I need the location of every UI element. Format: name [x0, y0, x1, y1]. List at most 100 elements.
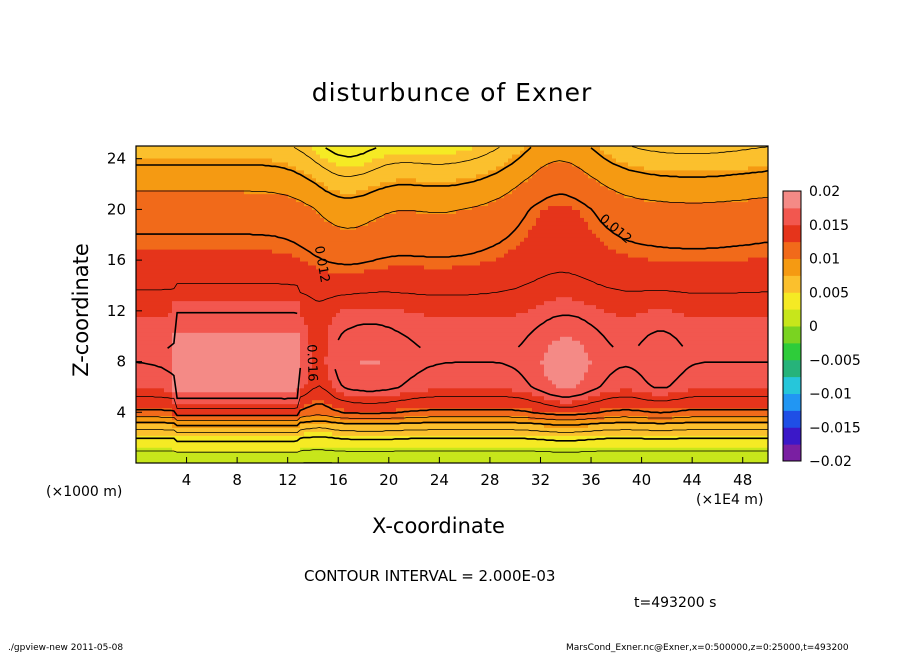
field-cell [372, 375, 377, 381]
field-cell [376, 189, 381, 195]
field-cell [216, 157, 221, 163]
field-cell [284, 399, 289, 405]
field-cell [140, 272, 145, 278]
field-cell [360, 447, 365, 452]
field-cell [344, 427, 349, 432]
field-cell [292, 359, 297, 365]
field-cell [316, 153, 321, 159]
field-cell [256, 300, 261, 306]
field-cell [272, 225, 277, 230]
field-cell [148, 443, 153, 448]
field-cell [156, 391, 161, 397]
field-cell [332, 383, 337, 389]
field-cell [376, 427, 381, 432]
field-cell [252, 340, 257, 345]
field-cell [272, 169, 277, 175]
field-cell [380, 272, 385, 278]
field-cell [196, 419, 201, 424]
field-cell [268, 435, 273, 440]
field-cell [184, 185, 189, 191]
field-cell [252, 272, 257, 278]
field-cell [232, 340, 237, 345]
field-cell [300, 443, 305, 448]
field-cell [164, 292, 169, 298]
field-cell [320, 217, 325, 222]
field-cell [172, 217, 177, 222]
field-cell [336, 233, 341, 238]
field-cell [204, 387, 209, 393]
field-cell [164, 280, 169, 286]
field-cell [264, 399, 269, 405]
field-cell [180, 431, 185, 436]
field-cell [284, 407, 289, 413]
field-cell [220, 320, 225, 325]
field-cell [176, 264, 181, 270]
field-cell [252, 264, 257, 270]
field-cell [376, 181, 381, 187]
field-cell [372, 181, 377, 187]
field-cell [152, 316, 157, 321]
field-cell [344, 256, 349, 262]
field-cell [264, 225, 269, 230]
field-cell [276, 324, 281, 329]
field-cell [220, 419, 225, 424]
field-cell [184, 256, 189, 262]
field-cell [324, 177, 329, 183]
field-cell [224, 229, 229, 234]
field-cell [260, 157, 265, 163]
field-cell [284, 296, 289, 302]
field-cell [276, 300, 281, 306]
field-cell [272, 459, 277, 463]
field-cell [220, 237, 225, 242]
field-cell [180, 344, 185, 349]
field-cell [352, 391, 357, 397]
field-cell [168, 225, 173, 230]
field-cell [384, 371, 389, 377]
field-cell [144, 157, 149, 163]
field-cell [152, 280, 157, 286]
field-cell [144, 332, 149, 337]
field-cell [236, 383, 241, 389]
field-cell [208, 403, 213, 409]
field-cell [292, 213, 297, 218]
field-cell [220, 312, 225, 317]
field-cell [344, 260, 349, 266]
field-cell [296, 201, 301, 207]
field-cell [216, 213, 221, 218]
field-cell [168, 205, 173, 210]
field-cell [356, 296, 361, 302]
field-cell [228, 233, 233, 238]
field-cell [212, 276, 217, 282]
field-cell [340, 189, 345, 195]
field-cell [312, 403, 317, 409]
field-cell [336, 149, 341, 155]
field-cell [236, 363, 241, 369]
field-cell [304, 304, 309, 310]
field-cell [236, 209, 241, 214]
field-cell [320, 304, 325, 310]
field-cell [300, 225, 305, 230]
field-cell [256, 264, 261, 270]
field-cell [264, 336, 269, 341]
field-cell [188, 264, 193, 270]
field-cell [172, 435, 177, 440]
field-cell [216, 284, 221, 290]
field-cell [152, 185, 157, 191]
field-cell [176, 288, 181, 294]
field-cell [296, 455, 301, 460]
field-cell [188, 288, 193, 294]
field-cell [360, 185, 365, 191]
field-cell [244, 161, 249, 167]
field-cell [312, 189, 317, 195]
field-cell [372, 149, 377, 155]
field-cell [244, 304, 249, 310]
field-cell [240, 165, 245, 171]
field-cell [324, 169, 329, 175]
field-cell [340, 169, 345, 175]
field-cell [284, 332, 289, 337]
field-cell [192, 264, 197, 270]
field-cell [240, 157, 245, 163]
field-cell [244, 328, 249, 333]
field-cell [152, 411, 157, 417]
field-cell [368, 459, 373, 463]
